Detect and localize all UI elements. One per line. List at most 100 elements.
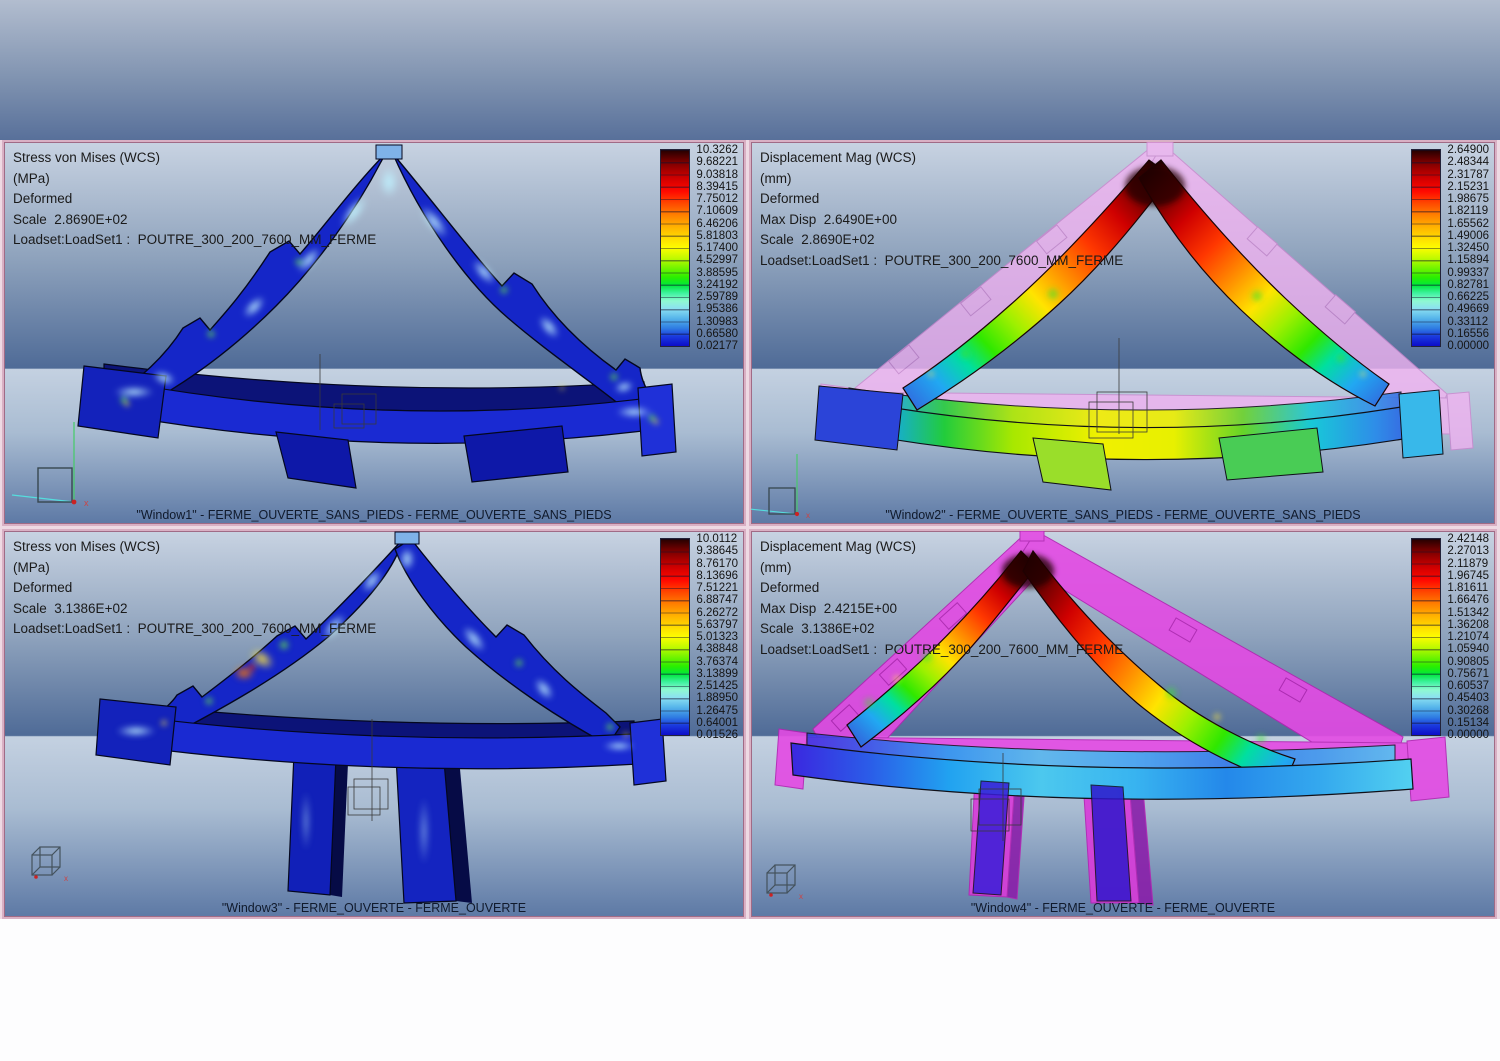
- result-window-2[interactable]: x Displacement Mag (WCS) (mm) Deformed Max …: [749, 140, 1497, 526]
- csys-symbol: [319, 354, 377, 430]
- stress-hotspots: [114, 166, 660, 426]
- legend-value: 1.82119: [1447, 205, 1489, 218]
- legend-value: 1.81611: [1447, 582, 1489, 594]
- fringe-legend: 10.3262 9.68221 9.03818 8.39415 7.75012 7.106…: [660, 144, 738, 352]
- apex-max-disp-zone: [1125, 166, 1185, 206]
- window-caption: "Window4" - FERME_OUVERTE - FERME_OUVERT…: [970, 901, 1276, 915]
- legend-value: 1.15894: [1447, 254, 1489, 267]
- legend-value: 6.26272: [696, 606, 738, 619]
- svg-text:x: x: [84, 498, 89, 508]
- ghost-bump: [1168, 617, 1198, 643]
- legend-value: 1.05940: [1447, 643, 1489, 656]
- leg-right: [1090, 784, 1132, 902]
- fringe-colorbar[interactable]: [660, 538, 691, 736]
- legend-value: 2.48344: [1447, 156, 1489, 169]
- legend-value: 5.01323: [696, 631, 738, 643]
- undeformed-ghost: [816, 142, 1474, 451]
- result-info-line: (MPa): [13, 559, 50, 575]
- fringe-legend-values: 10.0112 9.38645 8.76170 8.13696 7.51221 6.887…: [696, 533, 738, 741]
- legend-value: 2.42148: [1447, 533, 1489, 545]
- right-rafter: [394, 538, 621, 746]
- background-bottom-strip: [0, 919, 1500, 1061]
- result-info-line: Scale 3.1386E+02: [13, 600, 128, 616]
- legend-value: 2.51425: [696, 680, 738, 692]
- result-window-3[interactable]: x Stress von Mises (WCS) (MPa) Deformed Sca…: [2, 529, 746, 919]
- result-info-block: Displacement Mag (WCS) (mm) Deformed Max Di…: [760, 148, 1123, 271]
- fringe-legend: 2.64900 2.48344 2.31787 2.15231 1.98675 1.821…: [1411, 144, 1489, 352]
- stress-hotspots: [116, 547, 635, 865]
- legend-value: 0.66225: [1447, 291, 1489, 303]
- ghost-bump: [1246, 226, 1279, 257]
- chord-front-beam: [790, 742, 1414, 800]
- fringe-colorbar[interactable]: [1411, 149, 1442, 347]
- legend-value: 0.45403: [1447, 692, 1489, 705]
- result-info-line: Displacement Mag (WCS): [760, 150, 917, 165]
- center-stub-left: [1032, 437, 1112, 491]
- chord-right-end: [1398, 389, 1444, 459]
- legend-value: 2.59789: [696, 291, 738, 303]
- legend-value: 0.30268: [1447, 704, 1489, 717]
- legend-value: 2.31787: [1447, 168, 1489, 181]
- result-info-line: Scale 2.8690E+02: [760, 232, 875, 247]
- svg-text:x: x: [799, 892, 803, 901]
- legend-value: 0.75671: [1447, 667, 1489, 680]
- legend-value: 0.16556: [1447, 327, 1489, 340]
- window-caption: "Window3" - FERME_OUVERTE - FERME_OUVERT…: [221, 901, 527, 915]
- legend-value: 2.11879: [1447, 557, 1489, 570]
- legend-value: 6.46206: [696, 217, 738, 230]
- legend-value: 9.68221: [696, 156, 738, 169]
- legend-value: 1.96745: [1447, 569, 1489, 582]
- legend-value: 3.24192: [696, 278, 738, 291]
- legend-value: 1.65562: [1447, 217, 1489, 230]
- csys-symbol: [347, 719, 389, 821]
- fringe-legend: 10.0112 9.38645 8.76170 8.13696 7.51221 6.887…: [660, 533, 738, 741]
- leg-right-side: [444, 761, 472, 903]
- legend-value: 7.51221: [696, 582, 738, 594]
- fringe-legend-values: 2.64900 2.48344 2.31787 2.15231 1.98675 1.821…: [1447, 144, 1489, 352]
- legend-value: 0.33112: [1447, 315, 1489, 328]
- displacement-hotspots: [927, 166, 1367, 378]
- legend-value: 7.75012: [696, 193, 738, 205]
- left-rafter: [902, 159, 1172, 411]
- result-window-1[interactable]: x Stress von Mises (WCS) (MPa) Deformed Sca…: [2, 140, 746, 526]
- legend-value: 0.66580: [696, 327, 738, 340]
- apex-plate: [375, 144, 403, 160]
- result-info-line: Max Disp 2.6490E+00: [760, 211, 897, 227]
- legend-value: 1.49006: [1447, 229, 1489, 242]
- legend-value: 0.60537: [1447, 680, 1489, 692]
- fringe-colorbar[interactable]: [1411, 538, 1442, 736]
- displacement-hotspots: [863, 554, 1267, 745]
- model-viewport-window2[interactable]: x: [751, 142, 1495, 524]
- right-rafter: [1138, 159, 1390, 407]
- result-info-line: (mm): [760, 559, 792, 575]
- result-info-line: Scale 3.1386E+02: [760, 621, 875, 636]
- result-info-block: Stress von Mises (WCS) (MPa) Deformed Scale…: [13, 537, 376, 640]
- result-info-block: Stress von Mises (WCS) (MPa) Deformed Scale…: [13, 148, 376, 251]
- legend-value: 0.02177: [696, 340, 738, 352]
- model-viewport-window3[interactable]: x: [4, 531, 744, 917]
- legend-value: 1.36208: [1447, 618, 1489, 631]
- legend-value: 0.90805: [1447, 655, 1489, 668]
- model-viewport-window1[interactable]: x: [4, 142, 744, 524]
- legend-value: 1.98675: [1447, 193, 1489, 205]
- result-info-line: Loadset:LoadSet1 : POUTRE_300_200_7600_M…: [13, 621, 377, 636]
- legend-value: 3.88595: [696, 266, 738, 279]
- legend-value: 2.64900: [1447, 144, 1489, 156]
- background-top-strip: [0, 0, 1500, 140]
- svg-text:x: x: [64, 874, 68, 883]
- legend-value: 0.64001: [696, 716, 738, 729]
- fringe-colorbar[interactable]: [660, 149, 691, 347]
- ghost-apex-plate: [1019, 531, 1045, 542]
- model-viewport-window4[interactable]: x: [751, 531, 1495, 917]
- legend-value: 1.95386: [696, 303, 738, 316]
- result-info-line: Deformed: [760, 580, 820, 595]
- result-info-block: Displacement Mag (WCS) (mm) Deformed Max Di…: [760, 537, 1123, 660]
- ghost-bump: [959, 286, 992, 317]
- result-window-4[interactable]: x Displacement Mag (WCS) (mm) Deformed Max …: [749, 529, 1497, 919]
- result-info-line: Displacement Mag (WCS): [760, 539, 917, 554]
- center-stub-right: [463, 425, 569, 483]
- legend-value: 1.21074: [1447, 631, 1489, 643]
- legend-value: 2.27013: [1447, 545, 1489, 558]
- apex-max-disp-zone: [1002, 554, 1054, 588]
